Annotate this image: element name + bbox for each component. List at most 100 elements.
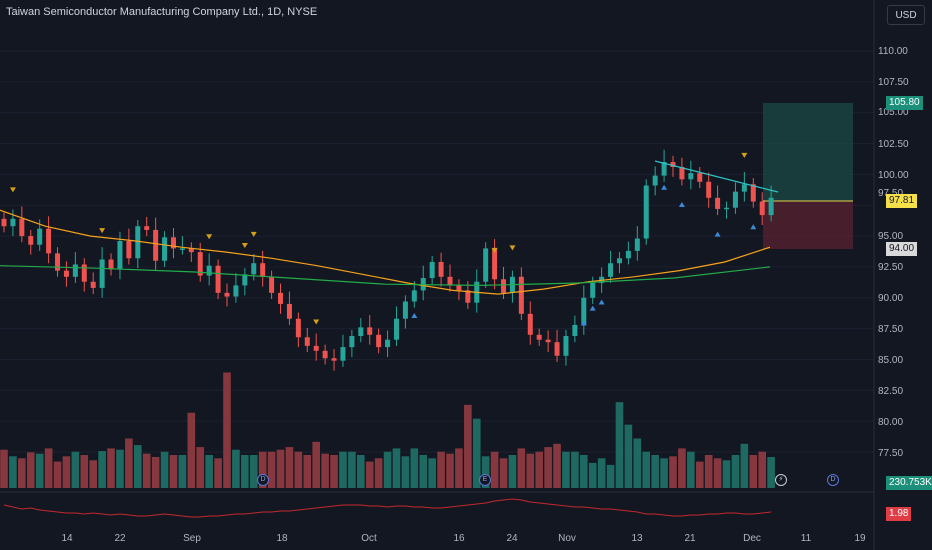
indicator-value-label: 1.98 (886, 507, 912, 521)
volume-label: 230.753K (886, 476, 932, 490)
volume-bar (98, 451, 106, 488)
candle-body (242, 274, 248, 286)
volume-bar (490, 451, 499, 488)
candle-body (376, 334, 382, 348)
volume-bar (678, 448, 686, 488)
candle-body (37, 228, 43, 245)
candle-body (1, 218, 7, 227)
sell-signal-icon (509, 245, 516, 251)
volume-bar (437, 451, 445, 488)
time-tick: 21 (684, 533, 696, 544)
target-zone (763, 103, 853, 201)
price-tick: 105.00 (878, 107, 909, 118)
volume-bar (62, 456, 71, 488)
candle-body (63, 270, 69, 277)
dividend-event-icon[interactable]: D (827, 474, 839, 486)
earnings-event-icon[interactable]: E (479, 474, 491, 486)
candle-body (536, 334, 542, 340)
volume-bar (669, 456, 677, 488)
volume-bar (472, 418, 481, 488)
dividend-event-icon[interactable]: D (257, 474, 269, 486)
candle-body (260, 263, 266, 277)
candle-body (81, 264, 87, 282)
currency-button[interactable]: USD (887, 5, 925, 25)
volume-bar (348, 451, 356, 488)
volume-bar (588, 462, 597, 488)
candle-body (554, 342, 560, 356)
candle-body (197, 252, 203, 276)
lightning-event-icon[interactable]: ⚡ (775, 474, 787, 486)
volume-bar (687, 451, 695, 488)
candle-body (661, 162, 667, 176)
candle-body (447, 276, 453, 286)
volume-bar (383, 451, 392, 488)
target-price-label: 105.80 (886, 96, 923, 110)
volume-bar (232, 449, 240, 488)
volume-bar (731, 455, 740, 488)
moving-average-fast (0, 209, 771, 295)
last-price-label: 97.81 (886, 194, 918, 208)
volume-bar (651, 455, 659, 488)
volume-bar (562, 451, 570, 488)
volume-bar (134, 445, 142, 488)
candle-body (278, 292, 284, 304)
volume-bar (116, 449, 124, 488)
candle-body (634, 238, 640, 251)
candle-body (322, 350, 328, 359)
candle-body (590, 282, 596, 298)
volume-bar (428, 458, 436, 488)
time-tick: 24 (506, 533, 518, 544)
price-tick: 107.50 (878, 77, 909, 88)
candle-body (715, 197, 721, 209)
candle-body (697, 173, 703, 182)
volume-bar (241, 455, 249, 488)
volume-bar (89, 460, 97, 488)
candle-body (233, 285, 239, 297)
candle-body (527, 313, 533, 335)
volume-bar (481, 456, 490, 488)
stop-price-label: 94.00 (886, 242, 918, 256)
candle-body (545, 339, 551, 343)
candle-body (72, 264, 78, 277)
volume-bar (294, 451, 303, 488)
candle-body (286, 303, 292, 319)
candle-body (679, 166, 685, 180)
candle-body (652, 175, 658, 186)
candle-body (28, 236, 34, 245)
time-tick: 13 (631, 533, 643, 544)
time-tick: 22 (114, 533, 126, 544)
volume-bar (740, 443, 749, 488)
volume-bar (695, 461, 704, 488)
time-tick: Oct (361, 533, 377, 544)
candle-body (188, 248, 194, 253)
price-tick: 102.50 (878, 139, 909, 150)
candle-body (563, 336, 569, 356)
volume-bar (357, 455, 365, 488)
candle-body (349, 336, 355, 348)
volume-bar (624, 424, 633, 488)
sell-signal-icon (9, 187, 16, 193)
candle-body (402, 301, 408, 319)
time-tick: Sep (183, 533, 201, 544)
candle-body (162, 237, 168, 261)
candle-body (483, 248, 489, 282)
volume-bar (535, 451, 543, 488)
volume-bar (151, 456, 160, 488)
price-tick: 95.00 (878, 231, 904, 242)
volume-bar (276, 449, 285, 488)
volume-bar (571, 451, 579, 488)
candle-body (46, 228, 52, 254)
time-tick: 14 (61, 533, 73, 544)
volume-bar (258, 451, 267, 488)
volume-bar (160, 451, 169, 488)
volume-bar (401, 456, 410, 488)
time-tick: Nov (558, 533, 576, 544)
buy-signal-icon (750, 224, 757, 230)
volume-bars (0, 372, 775, 488)
candle-body (251, 263, 257, 275)
volume-bar (303, 455, 312, 488)
volume-bar (464, 404, 472, 488)
candle-body (501, 279, 507, 293)
volume-bar (223, 372, 231, 488)
